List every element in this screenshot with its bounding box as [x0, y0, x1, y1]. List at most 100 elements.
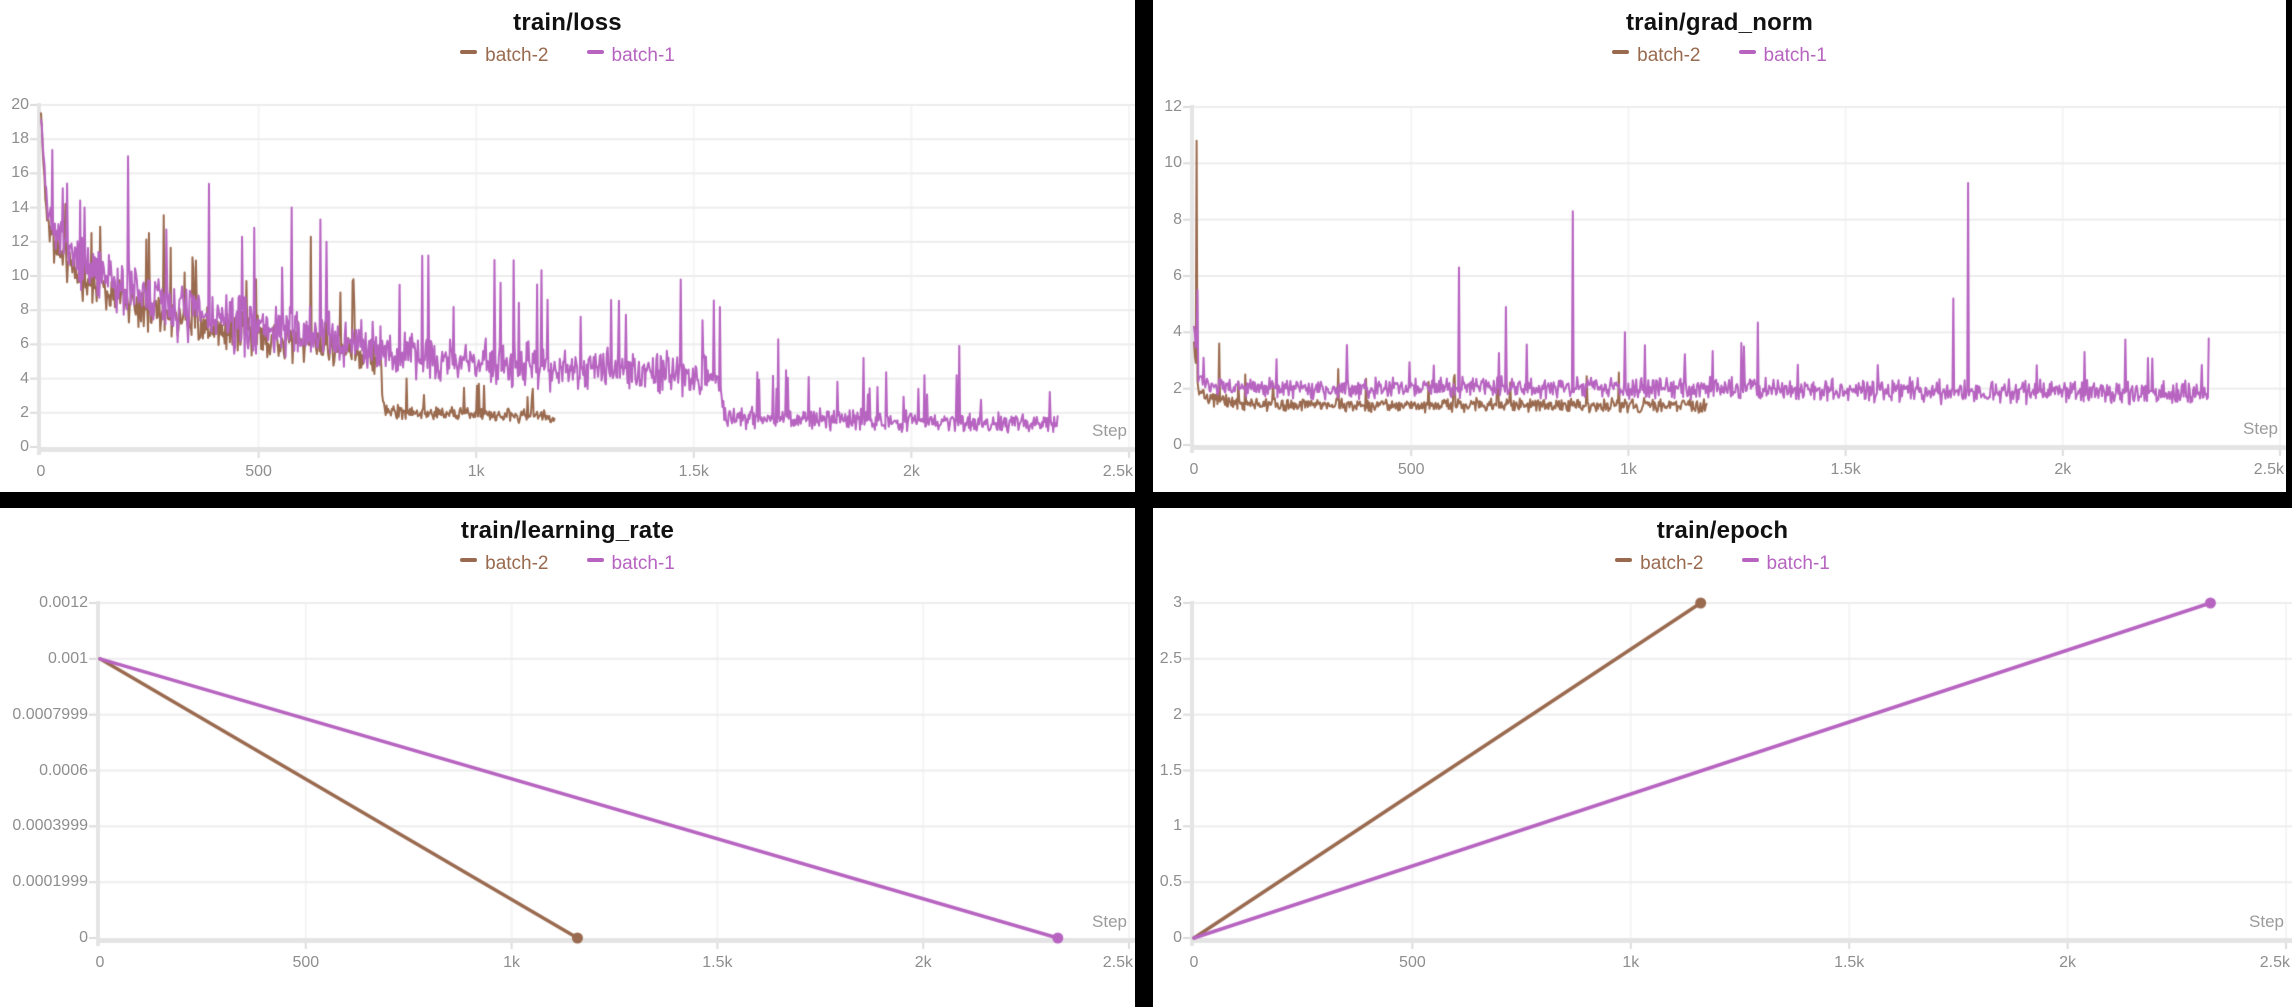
- y-axis-tick: 0.0006: [39, 761, 88, 779]
- legend-label: batch-1: [611, 553, 675, 574]
- legend-label: batch-2: [485, 553, 549, 574]
- x-axis-tick: 1.5k: [1830, 461, 1861, 478]
- x-axis-label: Step: [2243, 419, 2278, 438]
- chart-title-train-learning-rate: train/learning_rate: [460, 517, 675, 544]
- legend-dash-icon: [460, 558, 478, 562]
- y-axis-tick: 10: [1164, 154, 1182, 172]
- x-axis-label: Step: [2249, 912, 2284, 931]
- x-axis-tick: 1.5k: [1834, 954, 1865, 971]
- chart-panel-train-grad-norm: train/grad_norm batch-2 batch-1 Step 0 2 4 6…: [1153, 0, 2286, 492]
- y-axis-tick: 0.0007999: [12, 705, 88, 723]
- y-axis-tick: 2: [1173, 379, 1182, 397]
- x-axis-tick: 500: [245, 463, 272, 480]
- y-axis-tick: 12: [1164, 98, 1182, 115]
- x-axis-tick: 2k: [914, 954, 932, 971]
- chart-title-train-grad-norm: train/grad_norm: [1625, 9, 1814, 36]
- legend-dash-icon: [1615, 558, 1633, 562]
- x-axis-tick: 2.5k: [2259, 954, 2290, 971]
- y-axis-tick: 1: [1173, 817, 1182, 835]
- x-axis-tick: 1k: [1622, 954, 1640, 971]
- chart-legend: batch-2 batch-1: [1153, 45, 2286, 67]
- y-axis-tick: 2.5: [1159, 649, 1182, 667]
- legend-label: batch-2: [1640, 553, 1704, 574]
- legend-item-batch-2[interactable]: batch-2: [460, 553, 549, 575]
- chart-panel-train-epoch: train/epoch batch-2 batch-1 Step 0 0.5 1 1.5…: [1153, 508, 2292, 1007]
- x-axis-tick: 2.5k: [1102, 954, 1133, 971]
- y-axis-tick: 0.0001999: [12, 873, 88, 891]
- chart-legend: batch-2 batch-1: [0, 553, 1135, 575]
- legend-dash-icon: [586, 558, 604, 562]
- legend-item-batch-1[interactable]: batch-1: [1738, 45, 1827, 67]
- x-axis-tick: 0: [1189, 461, 1199, 478]
- y-axis-tick: 8: [20, 301, 29, 319]
- x-axis-tick: 1.5k: [678, 463, 709, 480]
- x-axis-tick: 1k: [503, 954, 521, 971]
- x-axis-tick: 500: [1399, 954, 1426, 971]
- y-axis-tick: 0: [1173, 929, 1182, 946]
- y-axis-tick: 2: [1173, 705, 1182, 723]
- chart-legend: batch-2 batch-1: [1153, 553, 2292, 575]
- x-axis-tick: 2.5k: [1102, 463, 1133, 480]
- y-axis-tick: 0: [20, 438, 29, 455]
- x-axis-tick: 2k: [2054, 461, 2072, 478]
- x-axis-label: Step: [1092, 912, 1127, 931]
- y-axis-tick: 18: [11, 130, 29, 148]
- x-axis-tick: 2k: [902, 463, 920, 480]
- y-axis-tick: 0.0012: [39, 594, 88, 611]
- chart-title-train-epoch: train/epoch: [1656, 517, 1789, 544]
- chart-title-train-loss: train/loss: [513, 9, 622, 36]
- x-axis-tick: 500: [292, 954, 320, 971]
- train-learning-rate-plot[interactable]: [0, 508, 1135, 1007]
- y-axis-tick: 4: [1173, 323, 1182, 341]
- x-axis-label: Step: [1092, 421, 1127, 440]
- legend-item-batch-2[interactable]: batch-2: [1612, 45, 1701, 67]
- legend-dash-icon: [586, 50, 604, 54]
- train-loss-plot[interactable]: [0, 0, 1135, 492]
- y-axis-tick: 10: [11, 267, 29, 284]
- x-axis-tick: 500: [1397, 461, 1425, 478]
- legend-dash-icon: [1738, 50, 1756, 54]
- x-axis-tick: 1k: [1619, 461, 1637, 478]
- legend-item-batch-2[interactable]: batch-2: [1615, 553, 1704, 575]
- chart-panel-train-learning-rate: train/learning_rate batch-2 batch-1 Step …: [0, 508, 1135, 1007]
- y-axis-tick: 0.001: [47, 649, 88, 667]
- chart-panel-train-loss: train/loss batch-2 batch-1 Step 0 2 4 6 8 10 12…: [0, 0, 1135, 492]
- y-axis-tick: 0: [79, 929, 88, 946]
- chart-legend: batch-2 batch-1: [0, 45, 1135, 67]
- x-axis-tick: 1.5k: [702, 954, 733, 971]
- legend-label: batch-2: [485, 45, 549, 66]
- y-axis-tick: 20: [11, 96, 29, 113]
- train-grad-norm-plot[interactable]: [1153, 0, 2286, 492]
- y-axis-tick: 8: [1173, 210, 1182, 228]
- x-axis-tick: 0: [1189, 954, 1199, 971]
- y-axis-tick: 3: [1173, 594, 1182, 611]
- legend-item-batch-1[interactable]: batch-1: [586, 553, 675, 575]
- legend-label: batch-1: [1766, 553, 1830, 574]
- legend-item-batch-1[interactable]: batch-1: [586, 45, 675, 67]
- x-axis-tick: 1k: [467, 463, 485, 480]
- train-epoch-plot[interactable]: [1153, 508, 2292, 1007]
- y-axis-tick: 0.5: [1159, 873, 1182, 891]
- y-axis-tick: 12: [11, 232, 29, 250]
- y-axis-tick: 0.0003999: [12, 817, 88, 835]
- legend-item-batch-2[interactable]: batch-2: [460, 45, 549, 67]
- legend-dash-icon: [1612, 50, 1630, 54]
- y-axis-tick: 0: [1173, 436, 1182, 453]
- legend-item-batch-1[interactable]: batch-1: [1741, 553, 1830, 575]
- y-axis-tick: 14: [11, 198, 29, 216]
- x-axis-tick: 2k: [2059, 954, 2077, 971]
- y-axis-tick: 4: [20, 369, 29, 387]
- legend-label: batch-2: [1637, 45, 1701, 66]
- y-axis-tick: 6: [1173, 267, 1182, 284]
- x-axis-tick: 0: [95, 954, 105, 971]
- x-axis-tick: 2.5k: [2253, 461, 2284, 478]
- x-axis-tick: 0: [36, 463, 46, 480]
- legend-label: batch-1: [1763, 45, 1827, 66]
- legend-dash-icon: [1741, 558, 1759, 562]
- y-axis-tick: 16: [11, 164, 29, 182]
- legend-label: batch-1: [611, 45, 675, 66]
- y-axis-tick: 1.5: [1159, 761, 1182, 779]
- legend-dash-icon: [460, 50, 478, 54]
- y-axis-tick: 6: [20, 335, 29, 353]
